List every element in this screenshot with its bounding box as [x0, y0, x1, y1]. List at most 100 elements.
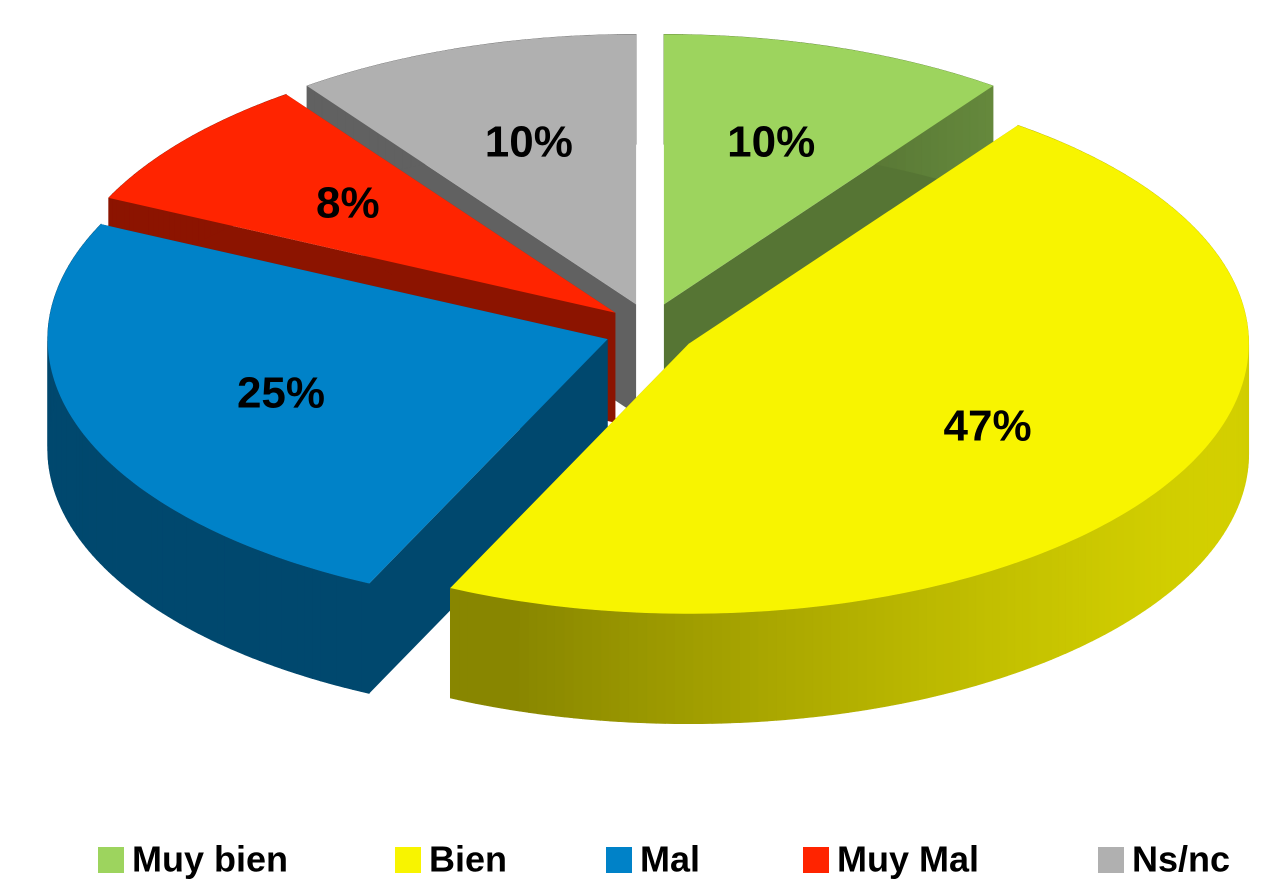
- slice-wall: [1155, 488, 1162, 604]
- slice-wall: [1232, 402, 1236, 517]
- data-label: 25%: [237, 368, 325, 417]
- slice-wall: [1078, 533, 1086, 648]
- slice-wall: [344, 577, 353, 690]
- slice-wall: [288, 560, 298, 675]
- slice-wall: [935, 583, 944, 697]
- slice-wall: [449, 587, 460, 701]
- slice-wall: [991, 567, 1001, 682]
- legend-swatch: [606, 847, 632, 873]
- slice-wall: [1214, 431, 1218, 548]
- legend-label: Ns/nc: [1132, 839, 1230, 880]
- slice-wall: [63, 402, 67, 518]
- slice-wall: [251, 547, 260, 661]
- slice: [108, 94, 616, 313]
- slice-wall: [812, 605, 823, 718]
- slice-wall: [563, 606, 574, 719]
- slice-wall: [1014, 560, 1023, 674]
- slice-wall: [466, 591, 477, 704]
- slice-wall: [1139, 499, 1146, 615]
- slice: [450, 125, 1249, 614]
- slice-wall: [304, 565, 313, 679]
- slice-wall: [75, 423, 80, 540]
- data-label: 10%: [485, 118, 573, 167]
- slice-wall: [484, 594, 494, 708]
- slice-wall: [1228, 410, 1232, 526]
- slice-wall: [173, 509, 181, 624]
- slice-wall: [830, 603, 841, 716]
- slice: [306, 34, 637, 305]
- slice-wall: [582, 608, 592, 720]
- slice-wall: [1170, 476, 1176, 592]
- slice-wall: [674, 613, 685, 725]
- pie-slice: [47, 223, 608, 694]
- legend-swatch: [395, 847, 421, 873]
- slice-wall: [892, 593, 902, 706]
- slice-wall: [926, 585, 936, 699]
- slice-wall: [65, 406, 69, 523]
- slice-wall: [875, 596, 885, 709]
- slice-wall: [1128, 506, 1135, 622]
- slice-wall: [185, 516, 193, 631]
- slice-wall: [545, 604, 556, 717]
- slice-wall: [1122, 510, 1130, 625]
- slice-wall: [296, 563, 305, 677]
- slice-wall: [1044, 548, 1052, 663]
- slice-wall: [573, 607, 583, 720]
- slice-wall: [785, 608, 796, 720]
- slice-wall: [510, 599, 520, 712]
- slice-wall: [646, 612, 657, 724]
- slice-wall: [776, 609, 786, 721]
- slice-wall: [312, 568, 321, 682]
- slice: [47, 224, 608, 584]
- slice-wall: [327, 572, 337, 686]
- slice-wall: [918, 587, 928, 701]
- slice-wall: [702, 613, 713, 724]
- slice-wall: [85, 436, 90, 552]
- pie-slice: [449, 124, 1250, 725]
- slice-wall: [204, 526, 212, 641]
- slice-wall: [1230, 406, 1234, 522]
- slice-wall: [600, 610, 611, 722]
- slice-wall: [319, 570, 329, 684]
- slice-wall: [140, 487, 147, 603]
- slice-wall: [591, 609, 602, 721]
- slice-wall: [1072, 536, 1080, 651]
- slice-wall: [237, 541, 246, 656]
- slice-wall: [224, 535, 232, 650]
- slice-wall: [125, 476, 132, 592]
- slice-wall: [501, 597, 511, 711]
- slice-wall: [1220, 423, 1224, 540]
- legend-label: Mal: [640, 839, 700, 880]
- slice-wall: [1022, 557, 1031, 671]
- slice-wall: [618, 611, 629, 723]
- slice-wall: [848, 600, 859, 713]
- slice-wall: [78, 427, 83, 544]
- slice-wall: [711, 612, 722, 724]
- slice-wall: [1036, 551, 1045, 666]
- slice-wall: [210, 529, 218, 644]
- slice-wall: [1029, 554, 1038, 669]
- slice-wall: [1058, 543, 1066, 657]
- legend-label: Bien: [429, 839, 507, 880]
- legend-label: Muy Mal: [837, 839, 979, 880]
- slice-wall: [655, 612, 666, 724]
- slice-wall: [217, 532, 225, 647]
- slice-wall: [1203, 444, 1209, 561]
- slice-wall: [803, 606, 814, 719]
- slice-wall: [492, 596, 503, 709]
- slice-wall: [458, 589, 468, 703]
- slice-wall: [1085, 530, 1093, 645]
- slice-wall: [167, 505, 175, 621]
- slice-wall: [866, 597, 876, 711]
- slice-wall: [107, 460, 113, 576]
- slice-wall: [528, 602, 538, 715]
- slice-wall: [259, 550, 267, 664]
- slice-wall: [360, 581, 370, 694]
- slice-wall: [103, 456, 109, 573]
- slice-wall: [130, 480, 137, 596]
- slice-wall: [1098, 523, 1106, 639]
- slice-wall: [1225, 414, 1229, 531]
- slice-wall: [794, 607, 805, 720]
- slice-wall: [197, 522, 205, 638]
